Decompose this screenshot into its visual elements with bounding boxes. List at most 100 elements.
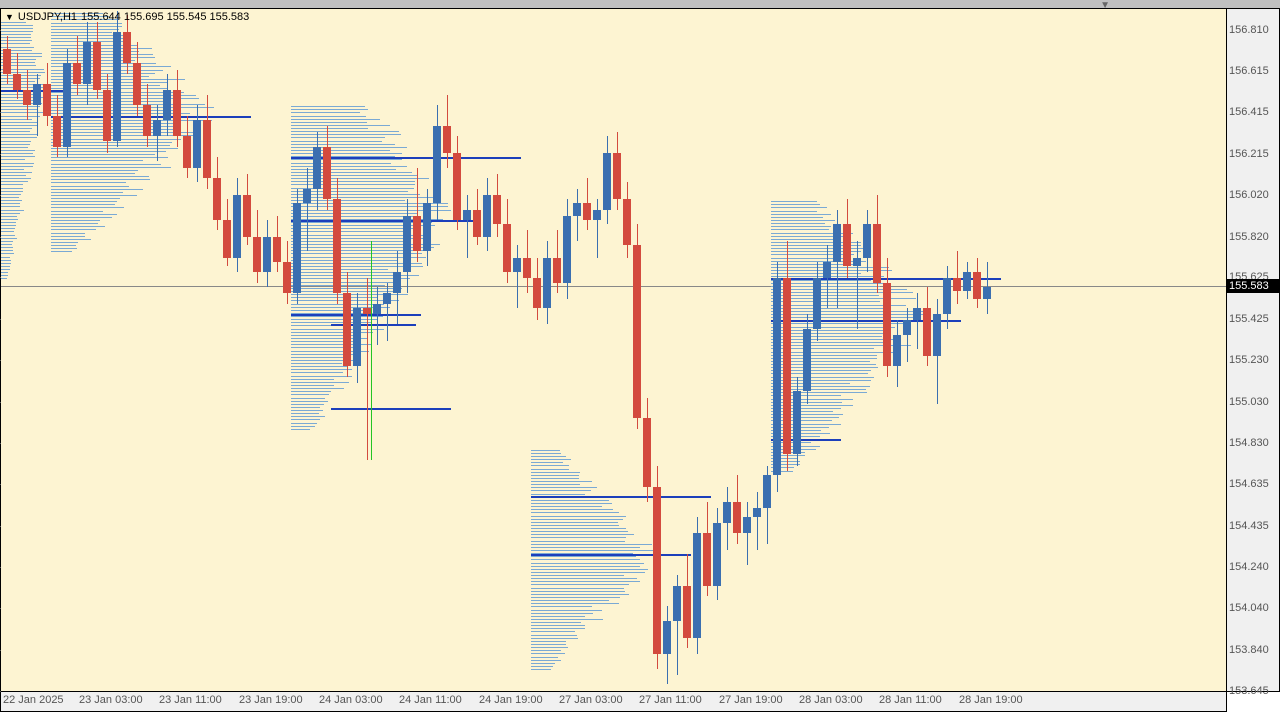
candle-body [403, 216, 411, 272]
value-area-line [531, 496, 711, 498]
candle-wick [467, 195, 468, 258]
volume-profile-bar [291, 119, 380, 120]
chart-title: ▼ USDJPY,H1 155.644 155.695 155.545 155.… [5, 11, 249, 23]
volume-profile-bar [291, 147, 407, 148]
volume-profile-bar [531, 657, 558, 658]
candle-body [853, 258, 861, 266]
volume-profile-bar [1, 235, 15, 236]
volume-profile-bar [291, 388, 344, 389]
candle-body [613, 153, 621, 199]
volume-profile-bar [1, 231, 14, 232]
candle-body [723, 502, 731, 523]
volume-profile-bar [1, 172, 32, 173]
price-axis[interactable]: 156.810156.615156.415156.215156.020155.8… [1227, 8, 1280, 692]
volume-profile-bar [291, 141, 382, 142]
volume-profile-bar [1, 37, 31, 38]
candle-body [273, 237, 281, 262]
candle-body [643, 418, 651, 487]
volume-profile-bar [291, 401, 328, 402]
time-axis[interactable]: 22 Jan 202523 Jan 03:0023 Jan 11:0023 Ja… [0, 692, 1227, 712]
volume-profile-bar [771, 223, 825, 224]
chart-plot-area[interactable]: ▼ USDJPY,H1 155.644 155.695 155.545 155.… [0, 8, 1227, 692]
volume-profile-bar [291, 297, 378, 298]
ytick-label: 155.030 [1229, 396, 1269, 408]
volume-profile-bar [771, 220, 835, 221]
volume-profile-bar [771, 317, 917, 318]
candle-wick [37, 74, 38, 137]
volume-profile-bar [1, 216, 17, 217]
chart-background [1, 9, 1226, 691]
volume-profile-bar [771, 292, 913, 293]
candle-wick [367, 278, 368, 460]
candle-body [693, 533, 701, 637]
volume-profile-bar [291, 163, 391, 164]
volume-profile-bar [771, 261, 866, 262]
volume-profile-bar [1, 141, 31, 142]
candle-body [343, 293, 351, 366]
volume-profile-bar [771, 204, 820, 205]
volume-profile-bar [291, 137, 385, 138]
volume-profile-bar [51, 251, 72, 252]
volume-profile-bar [291, 213, 418, 214]
volume-profile-bar [51, 176, 149, 177]
dropdown-toggle-icon[interactable]: ▼ [1100, 0, 1110, 11]
volume-profile-bar [51, 160, 143, 161]
volume-profile-bar [531, 522, 618, 523]
symbol-label: USDJPY,H1 [18, 11, 77, 23]
volume-profile-bar [531, 481, 592, 482]
volume-profile-bar [1, 263, 11, 264]
volume-profile-bar [51, 220, 100, 221]
ytick-label: 156.215 [1229, 148, 1269, 160]
volume-profile-bar [531, 519, 623, 520]
volume-profile-bar [531, 581, 640, 582]
candle-body [763, 475, 771, 508]
volume-profile-bar [1, 144, 30, 145]
volume-profile-bar [531, 663, 555, 664]
candle-body [263, 237, 271, 273]
volume-profile-bar [1, 191, 23, 192]
candle-wick [917, 293, 918, 349]
candle-body [673, 586, 681, 622]
volume-profile-bar [1, 194, 21, 195]
volume-profile-bar [1, 266, 10, 267]
chart-container: ▼ ▼ USDJPY,H1 155.644 155.695 155.545 15… [0, 0, 1280, 720]
volume-profile-bar [531, 465, 569, 466]
volume-profile-bar [51, 195, 137, 196]
volume-profile-bar [531, 478, 579, 479]
volume-profile-bar [771, 414, 843, 415]
volume-profile-bar [1, 43, 30, 44]
candle-body [863, 224, 871, 257]
volume-profile-bar [1, 175, 26, 176]
volume-profile-bar [1, 275, 8, 276]
volume-profile-bar [1, 47, 34, 48]
ytick-label: 153.840 [1229, 644, 1269, 656]
volume-profile-bar [771, 217, 823, 218]
candle-body [253, 237, 261, 273]
volume-profile-bar [531, 563, 644, 564]
candle-body [13, 74, 21, 91]
poc-line [291, 220, 481, 222]
xtick-label: 24 Jan 03:00 [319, 694, 383, 706]
volume-profile-bar [1, 131, 30, 132]
collapse-icon[interactable]: ▼ [5, 12, 14, 22]
volume-profile-bar [1, 31, 33, 32]
volume-profile-bar [291, 413, 319, 414]
xtick-label: 28 Jan 11:00 [879, 694, 942, 706]
volume-profile-bar [1, 278, 7, 279]
poc-line [51, 116, 251, 118]
volume-profile-bar [531, 469, 569, 470]
candle-wick [857, 241, 858, 329]
volume-profile-bar [51, 192, 123, 193]
volume-profile-bar [1, 219, 18, 220]
volume-profile-bar [531, 462, 563, 463]
volume-profile-bar [291, 423, 317, 424]
candle-body [423, 203, 431, 251]
candle-body [913, 308, 921, 321]
volume-profile-bar [531, 516, 626, 517]
volume-profile-bar [291, 231, 411, 232]
volume-profile-bar [1, 150, 35, 151]
ytick-label: 156.810 [1229, 24, 1269, 36]
volume-profile-bar [291, 319, 377, 320]
candle-body [813, 278, 821, 328]
volume-profile-bar [291, 382, 349, 383]
